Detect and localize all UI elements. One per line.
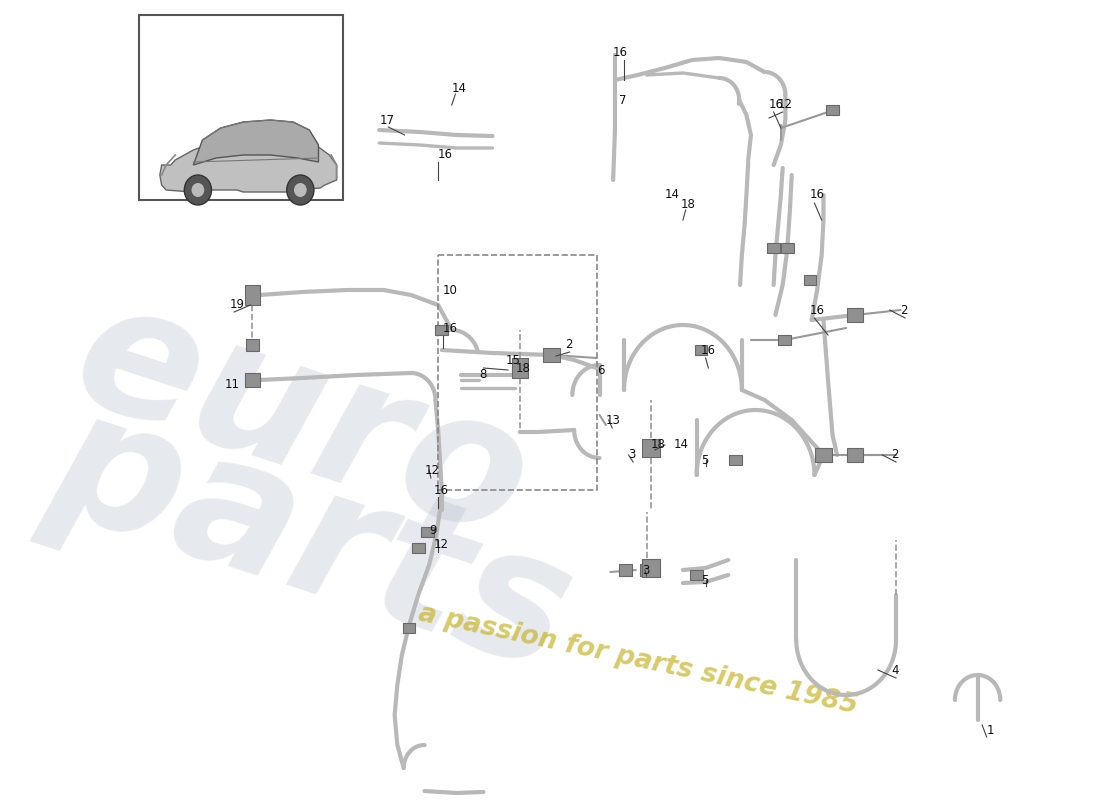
- Text: 11: 11: [226, 378, 240, 391]
- Text: 16: 16: [438, 149, 453, 162]
- Bar: [847, 308, 864, 322]
- Text: 7: 7: [619, 94, 627, 106]
- Text: 16: 16: [769, 98, 784, 111]
- Bar: [436, 325, 448, 335]
- Bar: [139, 15, 343, 200]
- Bar: [640, 564, 653, 576]
- Bar: [245, 285, 260, 305]
- Circle shape: [287, 175, 314, 205]
- Bar: [642, 439, 660, 457]
- Bar: [695, 345, 707, 355]
- Text: euro: euro: [54, 265, 550, 575]
- Text: 10: 10: [442, 283, 458, 297]
- Text: 8: 8: [478, 369, 486, 382]
- Bar: [826, 105, 839, 115]
- Bar: [847, 448, 864, 462]
- Bar: [403, 623, 416, 633]
- Text: 1: 1: [987, 723, 994, 737]
- Text: 12: 12: [433, 538, 449, 551]
- Bar: [803, 275, 816, 285]
- Bar: [690, 570, 703, 580]
- Bar: [729, 455, 741, 465]
- Bar: [619, 564, 632, 576]
- Text: 19: 19: [230, 298, 244, 311]
- Bar: [781, 243, 793, 253]
- Text: 14: 14: [674, 438, 689, 451]
- Text: 16: 16: [442, 322, 458, 334]
- Bar: [246, 339, 258, 351]
- Circle shape: [294, 183, 307, 197]
- Bar: [543, 348, 560, 362]
- Bar: [768, 243, 780, 253]
- Text: 3: 3: [642, 563, 649, 577]
- Text: 5: 5: [701, 454, 708, 466]
- Text: 18: 18: [650, 438, 666, 451]
- Text: 14: 14: [452, 82, 466, 94]
- Circle shape: [191, 183, 205, 197]
- Text: 13: 13: [606, 414, 620, 426]
- Text: 16: 16: [701, 343, 716, 357]
- Text: 14: 14: [664, 189, 680, 202]
- Text: 15: 15: [506, 354, 521, 366]
- Circle shape: [185, 175, 211, 205]
- Text: 2: 2: [565, 338, 573, 351]
- Polygon shape: [194, 120, 319, 165]
- Text: 16: 16: [613, 46, 627, 58]
- Bar: [421, 527, 433, 537]
- Text: 4: 4: [891, 663, 899, 677]
- Text: 16: 16: [810, 303, 825, 317]
- Text: parts: parts: [31, 374, 592, 706]
- Text: 6: 6: [597, 363, 604, 377]
- Bar: [245, 373, 260, 387]
- Text: 17: 17: [379, 114, 394, 126]
- Text: 5: 5: [701, 574, 708, 586]
- Text: 2: 2: [901, 303, 908, 317]
- Bar: [438, 255, 597, 490]
- Text: 9: 9: [429, 523, 437, 537]
- Bar: [642, 559, 660, 577]
- Bar: [512, 358, 528, 378]
- Bar: [778, 335, 791, 345]
- Text: 12: 12: [425, 463, 440, 477]
- Text: 3: 3: [628, 449, 636, 462]
- Text: 18: 18: [680, 198, 695, 211]
- Text: a passion for parts since 1985: a passion for parts since 1985: [416, 601, 860, 719]
- Text: 16: 16: [433, 483, 449, 497]
- Bar: [815, 448, 832, 462]
- Text: 16: 16: [810, 189, 825, 202]
- Polygon shape: [160, 135, 337, 192]
- Bar: [411, 543, 425, 553]
- Text: 12: 12: [778, 98, 793, 111]
- Text: 18: 18: [515, 362, 530, 374]
- Text: 2: 2: [891, 449, 899, 462]
